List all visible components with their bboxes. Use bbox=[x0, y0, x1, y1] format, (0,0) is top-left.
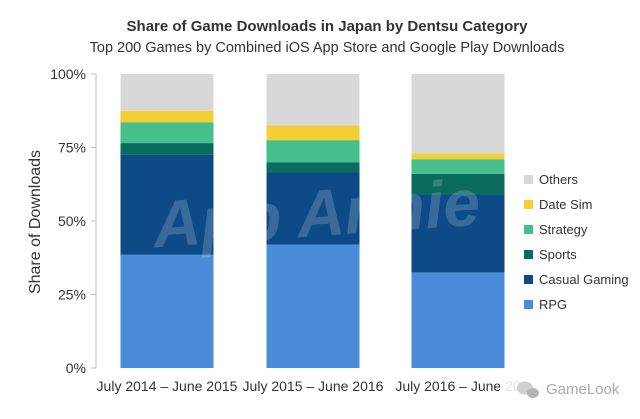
bar-segment-others bbox=[266, 74, 360, 126]
legend-swatch bbox=[524, 200, 533, 209]
bar-segment-sports bbox=[266, 162, 360, 173]
bar-stack-july-2014-june-2015 bbox=[120, 74, 214, 368]
bar-segment-rpg bbox=[266, 244, 360, 368]
plot-area: App Annie bbox=[120, 74, 505, 368]
legend-label: Strategy bbox=[539, 222, 588, 237]
legend-label: Date Sim bbox=[539, 197, 592, 212]
bar-segment-strategy bbox=[266, 140, 360, 163]
bar-stack-july-2015-june-2016 bbox=[266, 74, 360, 368]
bar-segment-date-sim bbox=[266, 125, 360, 141]
y-tick-label: 100% bbox=[50, 66, 86, 82]
legend-item-casual-gaming: Casual Gaming bbox=[524, 272, 629, 287]
legend-label: Sports bbox=[539, 247, 577, 262]
y-tick-label: 75% bbox=[58, 140, 86, 156]
legend: Others Date Sim Strategy Sports Casual Gamin… bbox=[524, 172, 629, 312]
bar-segment-casual-gaming bbox=[411, 194, 505, 273]
legend-label: Casual Gaming bbox=[539, 272, 629, 287]
x-tick-label: July 2015 – June 2016 bbox=[243, 378, 384, 394]
legend-item-strategy: Strategy bbox=[524, 222, 588, 237]
bar-segment-date-sim bbox=[120, 110, 214, 123]
bar-segment-casual-gaming bbox=[266, 172, 360, 245]
legend-swatch bbox=[524, 300, 533, 309]
bar-segment-sports bbox=[411, 173, 505, 195]
credit: GameLook bbox=[500, 376, 638, 402]
y-axis: 0% 25% 50% 75% 100% bbox=[50, 66, 97, 376]
legend-swatch bbox=[524, 225, 533, 234]
legend-label: Others bbox=[539, 172, 579, 187]
legend-item-rpg: RPG bbox=[524, 297, 567, 312]
bar-segment-casual-gaming bbox=[120, 154, 214, 255]
wechat-icon bbox=[517, 381, 539, 398]
legend-swatch bbox=[524, 175, 533, 184]
y-tick-label: 50% bbox=[58, 213, 86, 229]
y-tick-label: 25% bbox=[58, 287, 86, 303]
bar-segment-strategy bbox=[120, 122, 214, 144]
bar-segment-others bbox=[411, 74, 505, 154]
legend-item-sports: Sports bbox=[524, 247, 577, 262]
y-tick-label: 0% bbox=[66, 360, 86, 376]
chart-subtitle: Top 200 Games by Combined iOS App Store … bbox=[90, 40, 565, 56]
bar-segment-strategy bbox=[411, 159, 505, 174]
bar-segment-sports bbox=[120, 143, 214, 155]
y-axis-title: Share of Downloads bbox=[27, 150, 44, 294]
bar-stack-july-2016-june-2017 bbox=[411, 74, 505, 368]
legend-swatch bbox=[524, 250, 533, 259]
bar-segment-others bbox=[120, 74, 214, 111]
legend-item-date-sim: Date Sim bbox=[524, 197, 592, 212]
legend-swatch bbox=[524, 275, 533, 284]
legend-item-others: Others bbox=[524, 172, 579, 187]
x-tick-label: July 2014 – June 2015 bbox=[97, 378, 238, 394]
bar-segment-date-sim bbox=[411, 153, 505, 160]
bar-segment-rpg bbox=[411, 272, 505, 368]
chart-title: Share of Game Downloads in Japan by Dent… bbox=[127, 18, 529, 35]
x-tick-label: July 2016 – June 20 bbox=[395, 378, 521, 394]
credit-text: GameLook bbox=[546, 381, 620, 398]
x-axis-labels: July 2014 – June 2015 July 2015 – June 20… bbox=[97, 378, 521, 394]
wechat-icon-bubble-small bbox=[527, 388, 539, 398]
legend-label: RPG bbox=[539, 297, 567, 312]
bar-segment-rpg bbox=[120, 254, 214, 368]
